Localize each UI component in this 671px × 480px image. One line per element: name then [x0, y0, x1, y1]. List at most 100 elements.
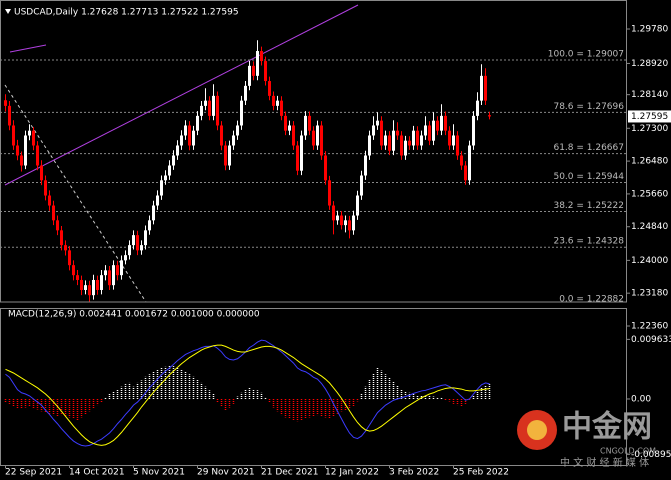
candle-body: [312, 130, 315, 146]
candle-body: [380, 120, 383, 146]
candle-body: [332, 205, 335, 221]
candle-body: [376, 120, 379, 126]
candle-body: [456, 135, 459, 156]
candle-body: [176, 145, 179, 156]
y-tick-label: 1.27300: [631, 124, 668, 134]
candle-body: [428, 125, 431, 141]
candle-body: [424, 125, 427, 136]
fib-label: 38.2 = 1.25222: [553, 201, 624, 211]
x-tick-label: 22 Sep 2021: [5, 468, 62, 478]
candle-body: [356, 195, 359, 216]
candle-body: [272, 95, 275, 106]
candle-body: [468, 145, 471, 181]
candle-body: [156, 195, 159, 206]
candle-body: [100, 275, 103, 290]
candle-body: [308, 115, 311, 131]
candle-body: [412, 130, 415, 146]
x-tick-label: 14 Oct 2021: [69, 468, 125, 478]
candle-body: [12, 125, 15, 146]
y-tick-label: 1.28140: [631, 90, 668, 100]
candle-body: [392, 130, 395, 151]
candle-body: [200, 105, 203, 116]
candle-body: [168, 165, 171, 176]
candle-body: [136, 235, 139, 251]
candle-body: [196, 115, 199, 131]
fib-label: 78.6 = 1.27696: [553, 102, 624, 112]
candle-body: [108, 270, 111, 286]
candle-body: [348, 220, 351, 231]
candle-body: [212, 95, 215, 116]
candle-body: [104, 270, 107, 276]
candle-body: [360, 175, 363, 196]
candle-body: [284, 115, 287, 131]
candle-body: [160, 180, 163, 196]
candle-body: [172, 155, 175, 166]
x-tick-label: 29 Nov 2021: [197, 468, 255, 478]
logo-inner: [527, 420, 547, 440]
fib-baseline: [4, 84, 147, 302]
candle-body: [192, 130, 195, 146]
candle-body: [4, 100, 7, 106]
candle-body: [152, 205, 155, 221]
logo-url: CNGOLD.COM: [600, 447, 656, 456]
candle-body: [296, 145, 299, 171]
y-tick-label: -0.008955: [631, 450, 671, 460]
candle-body: [452, 135, 455, 146]
candle-body: [256, 51, 259, 76]
candle-body: [408, 140, 411, 146]
x-tick-label: 12 Jan 2022: [325, 468, 379, 478]
candle-body: [20, 155, 23, 166]
candle-body: [140, 245, 143, 251]
candle-body: [244, 85, 247, 101]
candle-body: [476, 100, 479, 116]
chart-title: USDCAD,Daily 1.27628 1.27713 1.27522 1.2…: [14, 8, 239, 18]
candle-body: [288, 125, 291, 131]
candle-body: [400, 135, 403, 156]
candle-body: [120, 260, 123, 276]
price-panel: 100.0 = 1.29007 78.6 = 1.27696 61.8 = 1.26…: [0, 4, 627, 302]
x-tick-label: 5 Nov 2021: [133, 468, 185, 478]
candle-body: [336, 215, 339, 221]
watermark: 中金网 CNGOLD.COM 中 文 财 经 新 媒 体: [517, 410, 656, 469]
candle-body: [432, 120, 435, 141]
macd-line: [5, 339, 490, 447]
fib-label: 61.8 = 1.26667: [553, 143, 624, 153]
candle-body: [180, 135, 183, 146]
candle-body: [292, 125, 295, 146]
candle-body: [92, 279, 95, 296]
candle-body: [112, 265, 115, 286]
candle-body: [260, 51, 263, 62]
candle-body: [16, 145, 19, 156]
candle-body: [320, 125, 323, 156]
y-tick-label: 0.00: [631, 394, 651, 404]
candle-body: [36, 145, 39, 166]
candle-body: [64, 245, 67, 251]
candle-body: [420, 135, 423, 146]
candle-body: [488, 115, 491, 117]
macd-frame: [0, 308, 627, 466]
candle-body: [384, 135, 387, 146]
candle-body: [188, 125, 191, 146]
candle-body: [184, 125, 187, 136]
candle-body: [472, 115, 475, 146]
candle-body: [32, 130, 35, 146]
candle-body: [440, 115, 443, 131]
candle-body: [132, 235, 135, 246]
trend-line: [4, 4, 359, 186]
candle-body: [232, 135, 235, 146]
candle-body: [40, 165, 43, 181]
candle-body: [68, 250, 71, 266]
y-tick-label: 1.26480: [631, 157, 668, 167]
candle-body: [84, 285, 87, 290]
candle-body: [396, 130, 399, 136]
candle-body: [56, 220, 59, 231]
candle-body: [124, 255, 127, 261]
candle-body: [280, 100, 283, 116]
current-price-label: 1.27595: [631, 112, 668, 122]
candle-body: [204, 100, 207, 106]
fib-label: 23.6 = 1.24328: [553, 237, 624, 247]
candle-body: [96, 279, 99, 290]
candle-body: [60, 230, 63, 246]
